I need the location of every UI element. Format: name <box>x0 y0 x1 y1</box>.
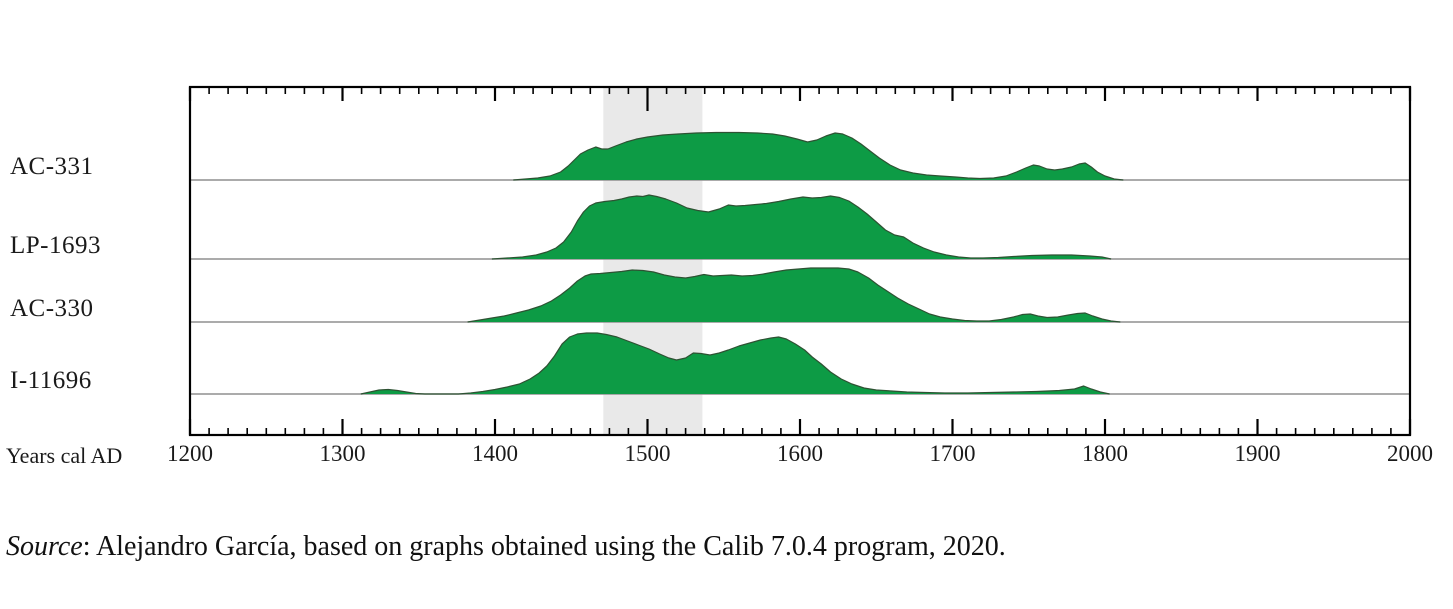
density-outline-AC-331 <box>513 131 1124 181</box>
source-note: Source: Alejandro García, based on graph… <box>6 531 1006 563</box>
x-tick-label-1800: 1800 <box>1082 441 1128 466</box>
x-tick-label-1400: 1400 <box>472 441 518 466</box>
x-axis-title: Years cal AD <box>6 443 123 468</box>
x-tick-label-1500: 1500 <box>624 441 671 466</box>
x-tick-label-1900: 1900 <box>1234 441 1281 466</box>
x-tick-label-1300: 1300 <box>319 441 366 466</box>
density-fill-I-11696 <box>360 333 1110 394</box>
density-fill-LP-1693 <box>491 195 1112 259</box>
sample-label-AC-331: AC-331 <box>10 153 94 180</box>
source-note-prefix: Source <box>6 531 83 562</box>
sample-label-I-11696: I-11696 <box>10 367 92 394</box>
density-fill-AC-331 <box>513 132 1124 180</box>
sample-label-AC-330: AC-330 <box>10 295 94 322</box>
x-tick-label-2000: 2000 <box>1387 441 1433 466</box>
density-outline-LP-1693 <box>491 194 1112 260</box>
x-tick-label-1700: 1700 <box>929 441 976 466</box>
source-note-text: : Alejandro García, based on graphs obta… <box>82 531 1006 562</box>
x-tick-label-1200: 1200 <box>167 441 213 466</box>
plot-frame <box>188 85 1412 437</box>
x-tick-label-1600: 1600 <box>777 441 823 466</box>
density-fill-AC-330 <box>467 268 1121 322</box>
density-outline-AC-330 <box>467 267 1121 323</box>
sample-label-LP-1693: LP-1693 <box>10 232 101 259</box>
density-outline-I-11696 <box>360 332 1110 395</box>
